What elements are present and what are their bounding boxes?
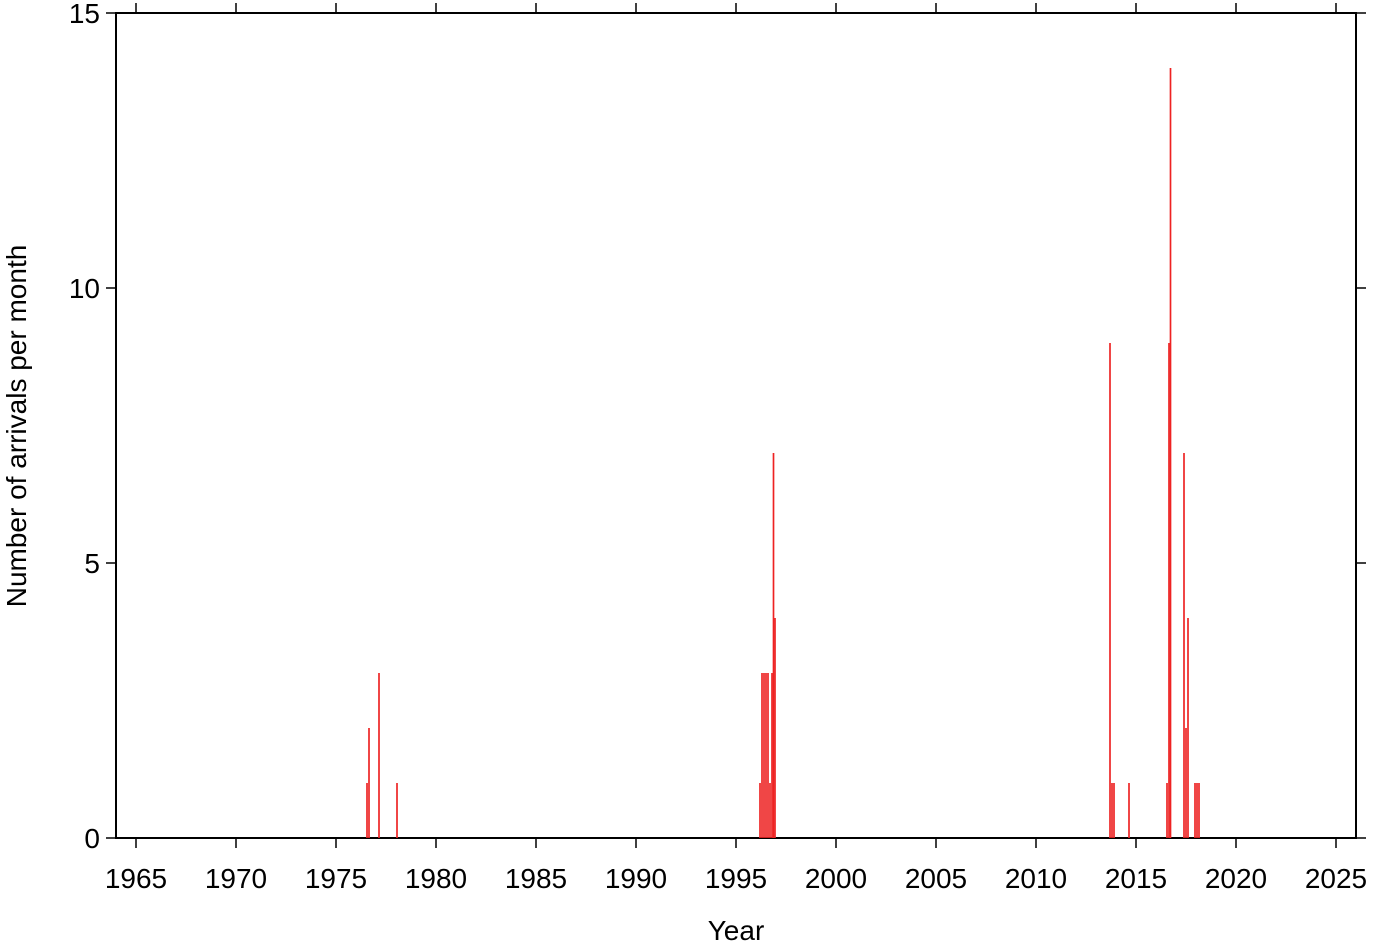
bar	[771, 673, 773, 838]
bar	[1198, 783, 1200, 838]
bar	[769, 783, 771, 838]
x-tick-label: 2020	[1205, 863, 1267, 894]
x-tick-label: 1975	[305, 863, 367, 894]
bar	[774, 618, 776, 838]
x-tick-label: 1965	[105, 863, 167, 894]
y-tick-label: 0	[84, 823, 100, 854]
bar	[1183, 453, 1185, 838]
bar	[1166, 783, 1168, 838]
bar	[1113, 783, 1115, 838]
x-axis-label: Year	[708, 915, 765, 942]
x-tick-label: 1985	[505, 863, 567, 894]
x-tick-label: 1995	[705, 863, 767, 894]
x-tick-label: 2010	[1005, 863, 1067, 894]
bar	[1187, 618, 1189, 838]
x-tick-label: 2005	[905, 863, 967, 894]
bar	[765, 673, 767, 838]
x-tick-label: 2025	[1305, 863, 1367, 894]
y-axis-label: Number of arrivals per month	[1, 245, 32, 608]
x-tick-label: 1990	[605, 863, 667, 894]
bar	[366, 783, 368, 838]
x-tick-label: 2000	[805, 863, 867, 894]
bar	[761, 673, 763, 838]
bar	[1128, 783, 1130, 838]
bar	[1111, 783, 1113, 838]
bar	[1185, 728, 1187, 838]
y-tick-label: 15	[69, 0, 100, 29]
x-tick-label: 1980	[405, 863, 467, 894]
bar	[378, 673, 380, 838]
bar	[1109, 343, 1111, 838]
x-tick-label: 2015	[1105, 863, 1167, 894]
bar	[763, 673, 765, 838]
y-tick-label: 10	[69, 273, 100, 304]
bar	[368, 728, 370, 838]
bar	[759, 783, 761, 838]
bar	[772, 453, 775, 838]
bar	[1168, 343, 1170, 838]
bar	[767, 673, 769, 838]
bar	[1169, 68, 1172, 838]
bar	[1194, 783, 1196, 838]
bar	[396, 783, 398, 838]
x-tick-label: 1970	[205, 863, 267, 894]
y-tick-label: 5	[84, 548, 100, 579]
bar	[1196, 783, 1198, 838]
